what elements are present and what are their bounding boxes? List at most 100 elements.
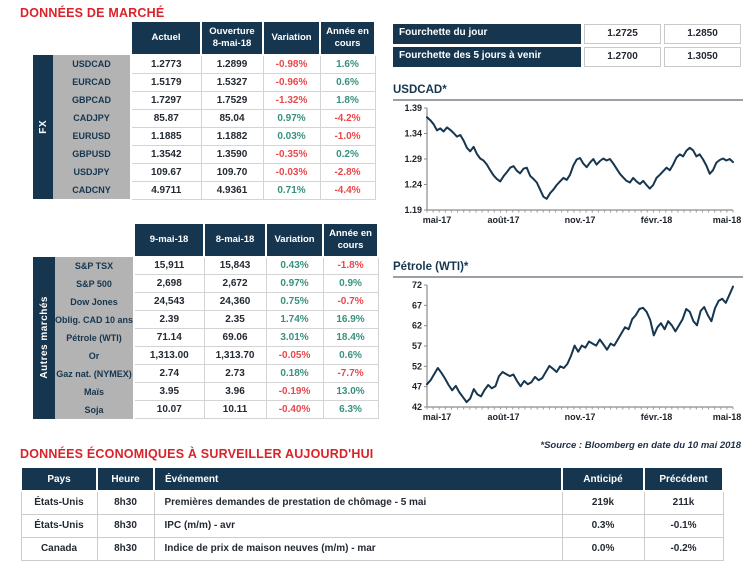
table-row: Dow Jones 24,543 24,360 0.75% -0.7% — [33, 292, 379, 311]
value-cell: -0.03% — [262, 162, 321, 182]
x-tick-label: août-17 — [487, 412, 519, 422]
range-low-value: 1.2725 — [584, 24, 661, 44]
x-tick-label: mai-17 — [423, 412, 452, 422]
table-row: Or 1,313.00 1,313.70 -0.05% 0.6% — [33, 346, 379, 365]
column-header: Anticipé — [561, 466, 645, 492]
markets-table: 9-mai-18 8-mai-18 Variation Année en cours Au… — [33, 221, 380, 419]
value-cell: 15,911 — [133, 256, 205, 275]
table-row: GBPCAD 1.7297 1.7529 -1.32% 1.8% — [33, 90, 376, 110]
value-cell: 0.18% — [265, 364, 324, 383]
value-cell: -1.0% — [319, 126, 376, 146]
value-cell: -0.40% — [265, 400, 324, 419]
x-tick-label: févr.-18 — [641, 215, 673, 225]
value-cell: 69.06 — [203, 328, 267, 347]
value-cell: -4.4% — [319, 180, 376, 200]
section-economic-data-title: DONNÉES ÉCONOMIQUES À SURVEILLER AUJOURD… — [20, 447, 374, 461]
table-body: Autres marchés S&P TSX 15,911 15,843 0.43% -1… — [33, 256, 379, 419]
value-cell: Premières demandes de prestation de chôm… — [153, 490, 563, 515]
value-cell: -4.2% — [319, 108, 376, 128]
value-cell: 219k — [561, 490, 645, 515]
table-header: Actuel Ouverture 8-mai-18 Variation Année en… — [33, 20, 376, 56]
value-cell: 211k — [643, 490, 724, 515]
x-tick-label: mai-18 — [713, 412, 741, 422]
column-header: Précédent — [643, 466, 724, 492]
value-cell: États-Unis — [20, 490, 98, 515]
value-cell: -0.05% — [265, 346, 324, 365]
column-header: 8-mai-18 — [203, 221, 268, 258]
column-header: Variation — [265, 221, 325, 258]
value-cell: 2,672 — [203, 274, 267, 293]
table-row: Soja 10.07 10.11 -0.40% 6.3% — [33, 400, 379, 419]
table-row: États-Unis 8h30 Premières demandes de pres… — [20, 490, 724, 515]
value-cell: 16.9% — [322, 310, 379, 329]
x-tick-label: nov.-17 — [565, 215, 596, 225]
range-row: Fourchette des 5 jours à venir 1.2700 1.30… — [393, 47, 743, 67]
value-cell: 18.4% — [322, 328, 379, 347]
row-label: Or — [55, 346, 136, 365]
x-tick-label: nov.-17 — [565, 412, 596, 422]
row-label: EURCAD — [53, 73, 132, 91]
table-row: Oblig. CAD 10 ans 2.39 2.35 1.74% 16.9% — [33, 310, 379, 329]
value-cell: 0.75% — [265, 292, 324, 311]
y-tick-label: 47 — [412, 382, 422, 392]
economic-data-section: DONNÉES ÉCONOMIQUES À SURVEILLER AUJOURD… — [20, 447, 725, 561]
table-row: CADJPY 85.87 85.04 0.97% -4.2% — [33, 108, 376, 128]
row-label: Dow Jones — [55, 292, 136, 311]
y-tick-label: 42 — [412, 402, 422, 412]
value-cell: 85.87 — [130, 108, 202, 128]
x-tick-label: mai-18 — [713, 215, 741, 225]
value-cell: 0.97% — [265, 274, 324, 293]
economic-events-table: Pays Heure Événement Anticipé Précédent États… — [20, 466, 724, 561]
value-cell: 1.2773 — [130, 54, 202, 74]
value-cell: 4.9711 — [130, 180, 202, 200]
right-column: Fourchette du jour 1.2725 1.2850 Fourchette… — [393, 24, 743, 451]
value-cell: 2.39 — [133, 310, 205, 329]
table-row: S&P 500 2,698 2,672 0.97% 0.9% — [33, 274, 379, 293]
value-cell: 13.0% — [322, 382, 379, 401]
value-cell: 8h30 — [96, 490, 155, 515]
y-tick-label: 62 — [412, 321, 422, 331]
value-cell: 2.74 — [133, 364, 205, 383]
value-cell: 1.74% — [265, 310, 324, 329]
value-cell: 0.43% — [265, 256, 324, 275]
value-cell: 6.3% — [322, 400, 379, 419]
side-group-label: FX — [33, 55, 53, 199]
value-cell: 0.0% — [561, 536, 645, 561]
table-row: États-Unis 8h30 IPC (m/m) - avr 0.3% -0.1% — [20, 513, 724, 538]
value-cell: -0.19% — [265, 382, 324, 401]
value-cell: 1,313.00 — [133, 346, 205, 365]
row-label: S&P 500 — [55, 274, 136, 293]
header-row: Pays Heure Événement Anticipé Précédent — [20, 466, 724, 492]
wti-chart-title: Pétrole (WTI)* — [393, 261, 743, 278]
x-tick-label: mai-17 — [423, 215, 452, 225]
table-row: CADCNY 4.9711 4.9361 0.71% -4.4% — [33, 180, 376, 200]
value-cell: 2.35 — [203, 310, 267, 329]
row-label: CADJPY — [53, 109, 132, 127]
value-cell: -0.98% — [262, 54, 321, 74]
value-cell: 1.3590 — [200, 144, 264, 164]
value-cell: 1.7297 — [130, 90, 202, 110]
value-cell: 2,698 — [133, 274, 205, 293]
column-header: Année en cours — [322, 221, 380, 258]
side-group-label-text: Autres marchés — [38, 296, 50, 379]
value-cell: 0.9% — [322, 274, 379, 293]
value-cell: 85.04 — [200, 108, 264, 128]
column-header: 9-mai-18 — [133, 221, 206, 258]
wti-line-chart: 42 47 52 57 62 67 72 mai-17 août-17 nov.-17 févr.-… — [412, 280, 741, 422]
value-cell: 4.9361 — [200, 180, 264, 200]
value-cell: 24,543 — [133, 292, 205, 311]
table-body: États-Unis 8h30 Premières demandes de pres… — [20, 490, 724, 561]
value-cell: -0.2% — [643, 536, 724, 561]
row-label: USDJPY — [53, 163, 132, 181]
side-group-label-text: FX — [37, 120, 49, 134]
value-cell: Indice de prix de maison neuves (m/m) - … — [153, 536, 563, 561]
value-cell: 1.1885 — [130, 126, 202, 146]
corner-blank — [33, 222, 135, 257]
row-label: Maïs — [55, 382, 136, 401]
value-cell: -0.35% — [262, 144, 321, 164]
y-tick-label: 57 — [412, 341, 422, 351]
table-row: Gaz nat. (NYMEX) 2.74 2.73 0.18% -7.7% — [33, 364, 379, 383]
value-cell: 1.3542 — [130, 144, 202, 164]
side-group-label: Autres marchés — [33, 256, 55, 419]
